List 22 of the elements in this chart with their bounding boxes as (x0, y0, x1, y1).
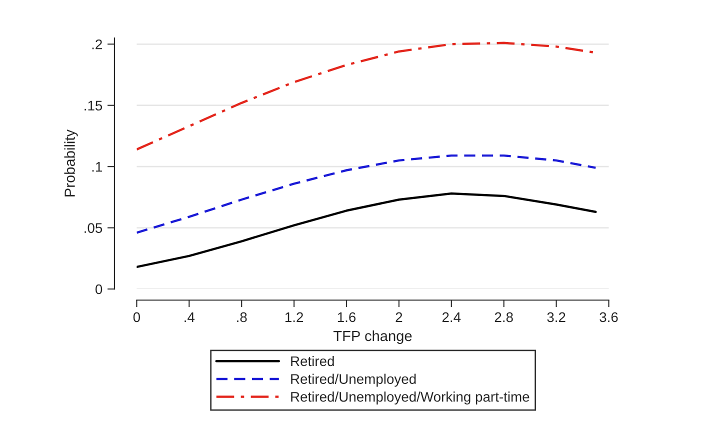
x-tick-label: .8 (237, 312, 247, 322)
x-tick-label: 1.2 (285, 312, 304, 322)
y-tick-label: .2 (92, 39, 102, 50)
x-axis-title: TFP change (333, 330, 412, 344)
legend-label: Retired/Unemployed/Working part-time (291, 392, 530, 405)
x-tick-label: 2.4 (442, 312, 461, 322)
y-tick-label: .1 (92, 162, 102, 172)
x-tick-label: 0 (133, 312, 140, 322)
x-tick-label: 2 (396, 312, 402, 322)
line-series (136, 154, 597, 234)
x-tick-label: 3.6 (600, 312, 618, 322)
x-tick-label: 3.2 (547, 312, 566, 322)
line-series (136, 192, 597, 268)
y-tick-label: .15 (84, 100, 102, 111)
legend-label: Retired (291, 356, 334, 366)
x-tick-label: 1.6 (338, 312, 356, 322)
x-tick-label: 2.8 (494, 312, 513, 322)
legend-label: Retired/Unemployed (291, 374, 416, 387)
y-axis-title: Probability (64, 129, 78, 196)
x-tick-label: .4 (184, 312, 195, 322)
y-tick-label: 0 (95, 284, 102, 294)
y-tick-label: .05 (84, 223, 102, 233)
